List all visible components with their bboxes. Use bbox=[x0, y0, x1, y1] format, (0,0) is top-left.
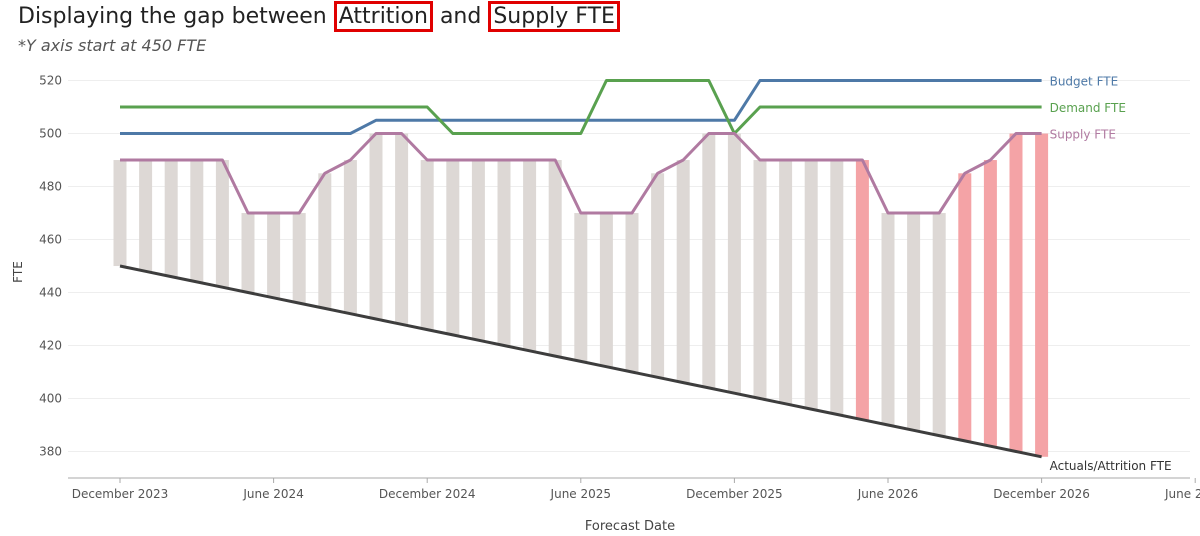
x-tick-label: December 2024 bbox=[379, 487, 476, 501]
gap-bar bbox=[753, 160, 767, 399]
gap-bar bbox=[446, 160, 460, 335]
gap-bar bbox=[779, 160, 793, 404]
gap-bar bbox=[702, 133, 716, 388]
title-middle: and bbox=[432, 4, 489, 29]
gap-bar bbox=[395, 133, 409, 325]
gap-bar bbox=[267, 213, 281, 298]
x-tick-labels: December 2023 June 2024 December 2024 June … bbox=[72, 478, 1200, 501]
series-label: Demand FTE bbox=[1050, 101, 1126, 115]
title-highlight-attrition: Attrition bbox=[333, 1, 433, 32]
gap-bar bbox=[241, 213, 255, 293]
y-tick-label: 440 bbox=[39, 286, 62, 300]
title-highlight-supply: Supply FTE bbox=[488, 1, 620, 32]
x-axis-label: Forecast Date bbox=[585, 519, 675, 534]
chart-subtitle: *Y axis start at 450 FTE bbox=[18, 36, 207, 55]
x-tick-label: June 2027 bbox=[1164, 487, 1200, 501]
series-labels: Budget FTE Demand FTE Supply FTE Actuals/At… bbox=[1050, 75, 1172, 473]
gap-bar bbox=[651, 173, 665, 378]
x-tick-label: December 2026 bbox=[993, 487, 1090, 501]
gap-bar bbox=[727, 133, 741, 394]
gap-bar bbox=[343, 160, 357, 314]
gap-bar bbox=[599, 213, 613, 367]
y-tick-label: 420 bbox=[39, 339, 62, 353]
x-tick-label: June 2026 bbox=[857, 487, 919, 501]
series-label: Budget FTE bbox=[1050, 75, 1119, 89]
y-tick-label: 460 bbox=[39, 233, 62, 247]
series-line bbox=[120, 79, 1042, 135]
gap-bar bbox=[625, 213, 639, 373]
gap-bar bbox=[369, 133, 383, 320]
gap-bar bbox=[574, 213, 588, 362]
gap-bar bbox=[164, 160, 178, 277]
gap-bar bbox=[855, 160, 869, 420]
gap-bar bbox=[420, 160, 434, 330]
x-tick-label: June 2025 bbox=[550, 487, 612, 501]
gap-bar bbox=[318, 173, 332, 309]
gap-bar bbox=[139, 160, 153, 272]
y-tick-label: 500 bbox=[39, 127, 62, 141]
gap-bar bbox=[830, 160, 844, 415]
x-tick-label: December 2025 bbox=[686, 487, 783, 501]
series-line bbox=[119, 264, 1042, 459]
y-tick-labels: 380 400 420 440 460 480 500 520 bbox=[39, 74, 62, 459]
gap-bar bbox=[548, 160, 562, 357]
title-prefix: Displaying the gap between bbox=[18, 4, 334, 29]
gap-bar bbox=[958, 173, 972, 441]
y-tick-label: 400 bbox=[39, 392, 62, 406]
series-lines bbox=[119, 79, 1042, 459]
gap-bar bbox=[1035, 133, 1049, 457]
y-axis-label: FTE bbox=[11, 261, 25, 283]
y-tick-label: 480 bbox=[39, 180, 62, 194]
series-label: Supply FTE bbox=[1050, 128, 1116, 142]
gap-bar bbox=[907, 213, 921, 431]
series-line bbox=[120, 79, 1042, 135]
gap-bar bbox=[676, 160, 690, 383]
gap-bar bbox=[471, 160, 485, 341]
y-tick-label: 520 bbox=[39, 74, 62, 88]
gap-bar bbox=[497, 160, 511, 346]
y-tick-label: 380 bbox=[39, 445, 62, 459]
gap-bar bbox=[881, 213, 895, 426]
series-line bbox=[120, 132, 1042, 215]
gap-bar bbox=[190, 160, 204, 282]
x-tick-label: June 2024 bbox=[242, 487, 304, 501]
x-tick-label: December 2023 bbox=[72, 487, 169, 501]
chart-title: Displaying the gap between Attrition and… bbox=[18, 1, 620, 32]
gap-bar bbox=[932, 213, 946, 436]
gap-bar bbox=[292, 213, 306, 304]
gap-bar bbox=[215, 160, 229, 288]
gap-bar bbox=[983, 160, 997, 447]
series-label: Actuals/Attrition FTE bbox=[1050, 459, 1172, 473]
gap-bars bbox=[113, 133, 1049, 457]
gap-bar bbox=[113, 160, 127, 267]
gap-bar bbox=[523, 160, 537, 351]
gap-bar bbox=[1009, 133, 1023, 452]
gap-bar bbox=[804, 160, 818, 410]
